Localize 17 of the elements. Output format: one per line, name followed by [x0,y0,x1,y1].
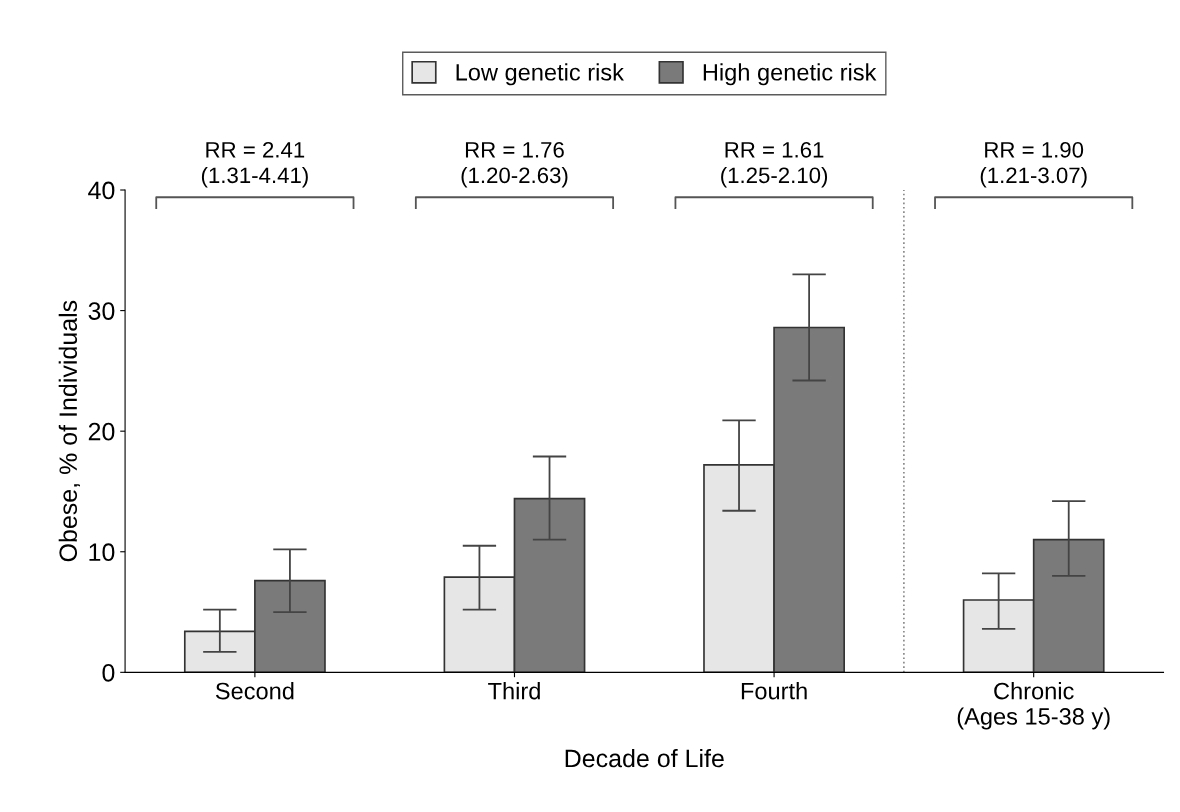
x-tick-label: Fourth [741,682,807,700]
x-tick-label: Third [488,682,540,700]
y-tick-label: 30 [88,302,115,320]
y-tick-label: 10 [89,543,115,562]
text: RR = 2.41 (1.31-4.41) [201,141,308,188]
x-tick-label: Chronic (Ages 15-38 y) [957,682,1110,730]
text: RR = 1.76 (1.20-2.63) [461,141,568,188]
legend-label: Low genetic risk [456,63,624,86]
text: RR = 1.61 (1.25-2.10) [721,141,828,188]
y-tick-label: 40 [88,181,115,200]
text: RR = 1.90 (1.21-3.07) [980,141,1087,188]
y-tick-label: 0 [102,663,115,682]
x-tick-label: Second [215,682,294,700]
y-axis-title: Obese, % of Individuals [58,300,81,562]
y-tick-label: 20 [88,422,115,441]
legend-label: High genetic risk [703,63,877,86]
x-axis-title: Decade of Life [565,748,724,768]
